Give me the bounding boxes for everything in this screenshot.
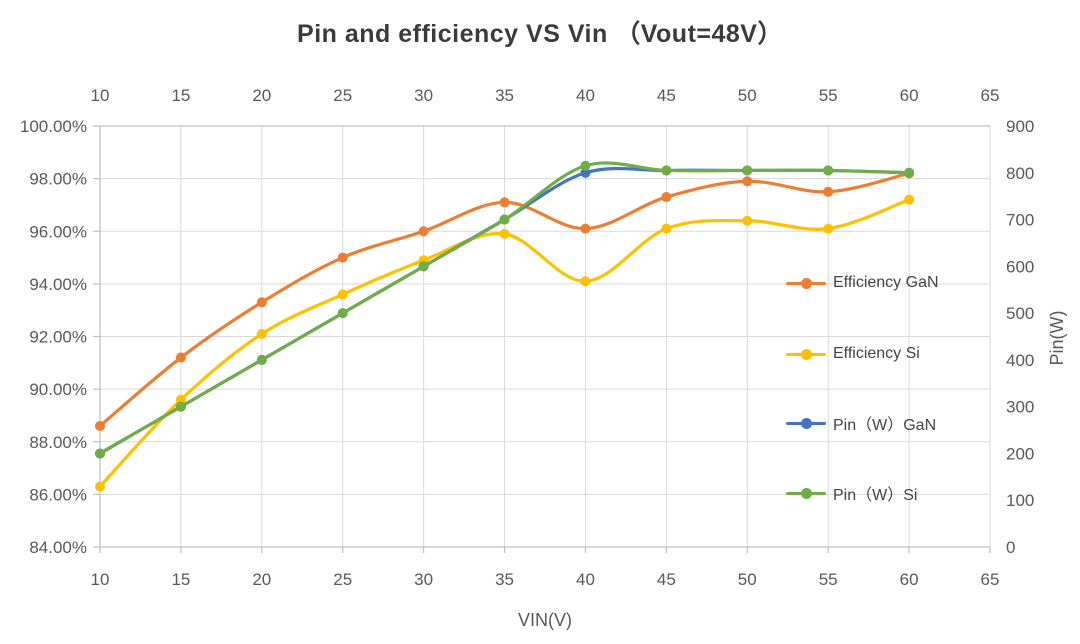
x-top-tick-label: 45 — [657, 86, 676, 105]
y-right-tick-label: 100 — [1006, 491, 1034, 510]
data-point-series-0 — [256, 297, 267, 308]
y-right-tick-label: 500 — [1006, 304, 1034, 323]
y-right-tick-label: 300 — [1006, 398, 1034, 417]
y-left-tick-label: 90.00% — [29, 380, 87, 399]
y-left-tick-label: 98.00% — [29, 170, 87, 189]
data-point-series-1 — [661, 223, 672, 234]
data-point-series-0 — [418, 226, 429, 237]
x-bottom-tick-label: 30 — [414, 570, 433, 589]
y-right-tick-label: 900 — [1006, 117, 1034, 136]
x-top-tick-label: 30 — [414, 86, 433, 105]
data-point-series-0 — [580, 223, 591, 234]
x-top-tick-label: 65 — [981, 86, 1000, 105]
x-axis-title: VIN(V) — [518, 610, 572, 630]
data-point-series-2 — [580, 167, 591, 178]
data-point-series-3 — [418, 261, 429, 272]
x-bottom-tick-label: 50 — [738, 570, 757, 589]
data-point-series-0 — [337, 252, 348, 263]
y-right-axis-title: Pin(W) — [1047, 310, 1067, 366]
y-left-tick-label: 100.00% — [20, 117, 87, 136]
x-top-tick-label: 20 — [252, 86, 271, 105]
y-left-tick-label: 92.00% — [29, 328, 87, 347]
data-point-series-3 — [580, 160, 591, 171]
x-bottom-tick-label: 65 — [981, 570, 1000, 589]
y-left-tick-label: 84.00% — [29, 538, 87, 557]
x-top-tick-label: 40 — [576, 86, 595, 105]
data-point-series-1 — [823, 223, 834, 234]
x-bottom-tick-label: 20 — [252, 570, 271, 589]
data-point-series-3 — [337, 308, 348, 319]
data-point-series-0 — [823, 186, 834, 197]
data-point-series-3 — [95, 448, 105, 459]
x-bottom-tick-label: 35 — [495, 570, 514, 589]
y-right-tick-label: 800 — [1006, 164, 1034, 183]
y-right-tick-label: 200 — [1006, 444, 1034, 463]
data-point-series-0 — [499, 197, 510, 208]
y-left-tick-label: 88.00% — [29, 433, 87, 452]
x-bottom-tick-label: 15 — [171, 570, 190, 589]
x-bottom-tick-label: 55 — [819, 570, 838, 589]
x-bottom-tick-label: 40 — [576, 570, 595, 589]
data-point-series-1 — [904, 194, 915, 205]
data-point-series-1 — [580, 276, 591, 287]
chart-title: Pin and efficiency VS Vin （Vout=48V） — [297, 20, 783, 48]
data-point-series-3 — [256, 354, 267, 365]
data-point-series-1 — [95, 481, 105, 492]
data-point-series-0 — [661, 192, 672, 203]
data-point-series-0 — [95, 420, 105, 431]
data-point-series-1 — [337, 289, 348, 300]
x-top-tick-label: 10 — [91, 86, 110, 105]
y-left-tick-label: 96.00% — [29, 222, 87, 241]
y-left-tick-label: 94.00% — [29, 275, 87, 294]
y-left-tick-label: 86.00% — [29, 485, 87, 504]
data-point-series-1 — [742, 215, 753, 226]
data-point-series-0 — [175, 352, 186, 363]
data-point-series-1 — [499, 228, 510, 239]
x-top-tick-label: 25 — [333, 86, 352, 105]
data-point-series-0 — [742, 176, 753, 187]
data-point-series-1 — [256, 328, 267, 339]
x-top-tick-label: 35 — [495, 86, 514, 105]
y-right-tick-label: 400 — [1006, 351, 1034, 370]
y-right-tick-label: 600 — [1006, 257, 1034, 276]
data-point-series-3 — [175, 401, 186, 412]
data-point-series-1 — [175, 394, 186, 405]
x-top-tick-label: 55 — [819, 86, 838, 105]
y-right-tick-label: 700 — [1006, 211, 1034, 230]
data-point-series-3 — [904, 167, 915, 178]
x-bottom-tick-label: 25 — [333, 570, 352, 589]
x-top-tick-label: 15 — [171, 86, 190, 105]
y-right-tick-label: 0 — [1006, 538, 1015, 557]
x-top-tick-label: 60 — [900, 86, 919, 105]
data-point-series-3 — [661, 165, 672, 176]
data-point-series-3 — [499, 214, 510, 225]
x-bottom-tick-label: 45 — [657, 570, 676, 589]
x-top-tick-label: 50 — [738, 86, 757, 105]
data-point-series-3 — [742, 165, 753, 176]
data-point-series-3 — [823, 165, 834, 176]
x-bottom-tick-label: 60 — [900, 570, 919, 589]
x-bottom-tick-label: 10 — [91, 570, 110, 589]
